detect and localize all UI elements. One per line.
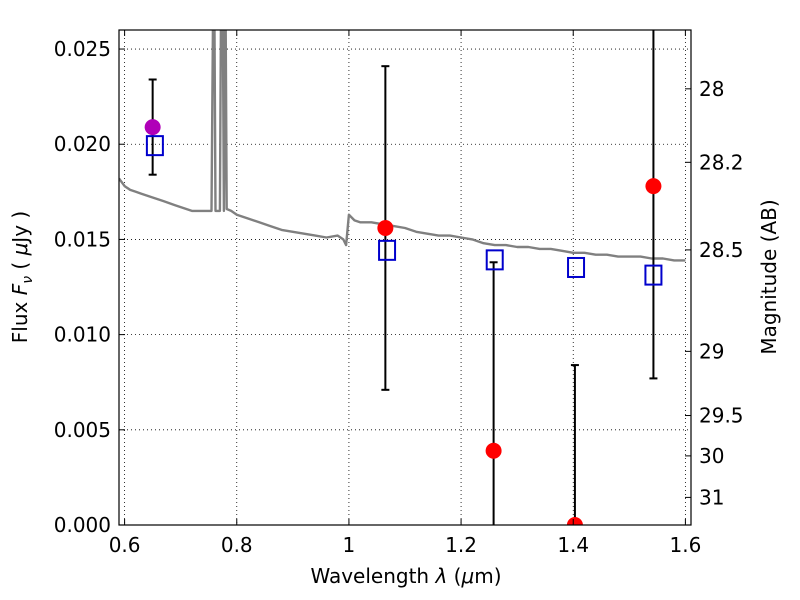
model-spectrum-layer [119,30,686,262]
y-tick-label: 0.015 [54,227,111,251]
y-tick-label: 0.025 [54,37,111,61]
y-tick-label: 0.000 [54,513,111,537]
observed-flux-point [485,442,502,459]
y-tick-label: 0.010 [54,323,111,347]
synthetic-flux-square [485,249,504,271]
observed-flux-point [144,119,161,136]
x-tick-label: 1.2 [445,533,477,557]
right-tick-label: 29 [699,339,724,363]
y-axis-title: Flux Fν ( μJy ) [8,211,36,343]
x-tick-label: 0.6 [109,533,141,557]
synthetic-flux-square [567,256,586,278]
x-tick-label: 1.6 [669,533,701,557]
x-tick-label: 1.4 [557,533,589,557]
x-tick-label: 1 [343,533,356,557]
observed-flux-point [645,178,662,195]
x-axis-title: Wavelength λ (μm) [310,564,501,588]
right-axis-title: Magnitude (AB) [757,199,781,354]
axis-ticks: 0.6 0.8 1 1.2 1.4 1.6 0.000 0.005 0.010 0.015 0.02… [54,30,744,557]
plot-area-frame [118,29,692,526]
right-tick-label: 29.5 [699,404,744,428]
right-tick-label: 28 [699,77,724,101]
observed-flux-point [566,517,583,525]
y-tick-label: 0.005 [54,418,111,442]
x-tick-label: 0.8 [221,533,253,557]
synthetic-flux-square [644,264,663,286]
right-tick-label: 28.2 [699,150,744,174]
right-tick-label: 31 [699,485,724,509]
right-tick-label: 30 [699,444,724,468]
y-tick-label: 0.020 [54,132,111,156]
right-tick-label: 28.5 [699,238,744,262]
observed-photometry-layer [144,119,662,525]
model-spectrum-line [119,30,686,262]
grid-lines [119,30,691,526]
observed-flux-point [377,220,394,236]
synthetic-photometry-layer [145,135,663,286]
synthetic-flux-square [145,135,164,157]
synthetic-flux-square [378,239,397,261]
